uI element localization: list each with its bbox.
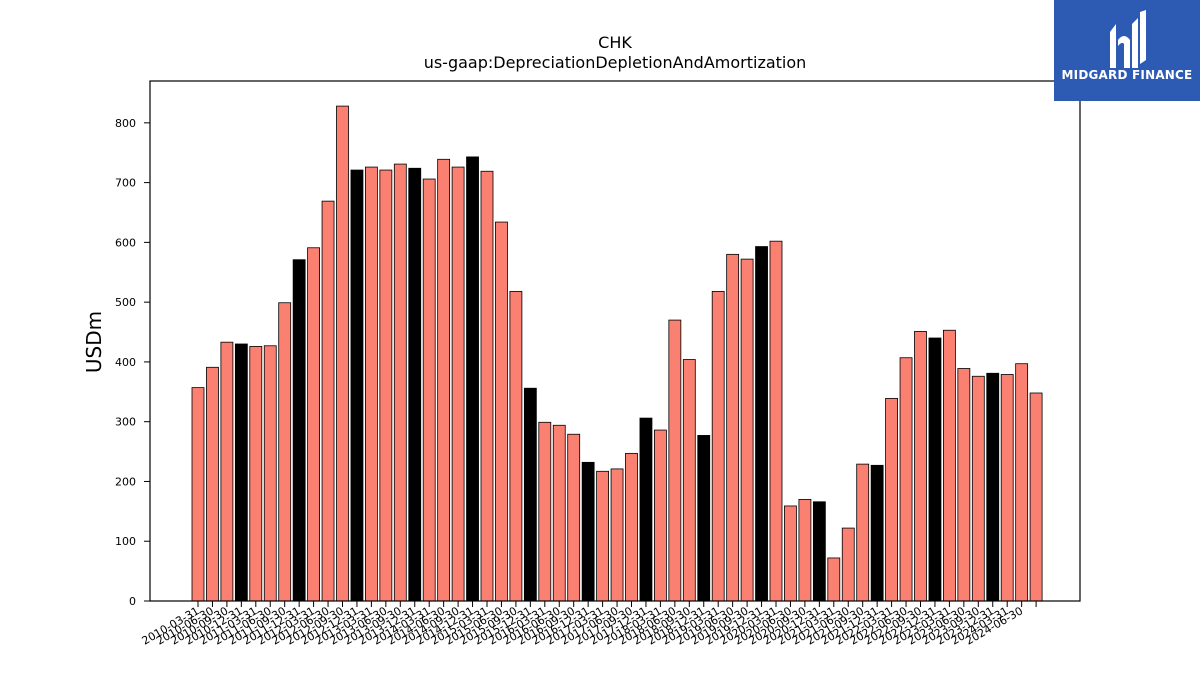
y-tick-label: 100 <box>115 535 136 548</box>
bar <box>740 258 754 602</box>
bar <box>191 387 205 602</box>
bar <box>552 424 566 602</box>
bar <box>206 366 219 602</box>
bar <box>292 259 306 602</box>
bar <box>495 221 508 602</box>
bar <box>856 463 870 602</box>
bar <box>278 302 292 602</box>
bar <box>422 178 436 602</box>
bar <box>711 290 725 602</box>
bar <box>307 247 321 602</box>
bar <box>220 341 234 602</box>
bar <box>336 105 349 602</box>
bar <box>625 452 638 602</box>
bar <box>639 417 653 602</box>
bar <box>1000 374 1014 602</box>
bar <box>437 158 451 602</box>
bar <box>263 345 277 602</box>
bar <box>321 200 335 602</box>
y-tick-label: 0 <box>129 595 136 608</box>
y-tick-label: 200 <box>115 475 136 488</box>
bar <box>249 345 263 602</box>
bar <box>726 253 740 602</box>
y-axis-label: USDm <box>82 311 106 373</box>
bar <box>957 368 971 602</box>
bar <box>971 375 985 602</box>
y-tick-label: 600 <box>115 236 136 249</box>
bar <box>870 464 884 602</box>
y-tick-label: 300 <box>115 416 136 429</box>
bar <box>943 329 956 602</box>
bar <box>841 527 855 602</box>
bar <box>784 505 797 602</box>
bar <box>827 557 841 602</box>
bar <box>466 156 479 602</box>
bar <box>899 357 913 602</box>
bar <box>596 470 609 602</box>
bar <box>885 397 898 602</box>
bar <box>509 290 523 602</box>
bar <box>567 433 581 602</box>
bar <box>364 166 378 602</box>
bar-series <box>191 105 1043 602</box>
brand-logo: MIDGARD FINANCE <box>1054 0 1200 101</box>
bar <box>451 166 465 602</box>
bar <box>234 343 248 602</box>
y-tick-label: 500 <box>115 296 136 309</box>
plot-frame <box>149 80 1081 602</box>
brand-name: MIDGARD FINANCE <box>1061 68 1193 82</box>
bar <box>350 169 364 602</box>
bar <box>523 387 537 602</box>
bar <box>697 435 711 602</box>
midgard-logo-icon <box>1110 10 1146 68</box>
bar <box>755 246 768 602</box>
y-tick-label: 700 <box>115 177 136 190</box>
bar <box>1029 392 1043 602</box>
bar <box>769 240 783 602</box>
bar <box>610 468 624 602</box>
bar <box>812 501 826 602</box>
y-axis: 0 100 200 300 400 500 600 700 800 <box>115 117 150 608</box>
bar <box>480 170 494 602</box>
y-tick-label: 400 <box>115 356 136 369</box>
chart-title: CHK <box>598 33 632 52</box>
bar <box>928 337 942 602</box>
x-axis: 2010-03-312010-06-302010-09-302010-12-31… <box>140 601 1037 648</box>
bar <box>379 169 393 602</box>
bar <box>986 372 1000 602</box>
y-tick-label: 800 <box>115 117 136 130</box>
bar <box>668 319 682 602</box>
bar <box>393 163 407 602</box>
bar <box>538 421 552 602</box>
bar <box>1015 363 1029 602</box>
chart-subtitle: us-gaap:DepreciationDepletionAndAmortiza… <box>424 53 807 72</box>
bar <box>581 461 595 602</box>
bar <box>682 359 696 602</box>
bar <box>798 498 812 602</box>
bar <box>654 429 667 602</box>
bar <box>408 167 422 602</box>
bar <box>914 331 927 602</box>
